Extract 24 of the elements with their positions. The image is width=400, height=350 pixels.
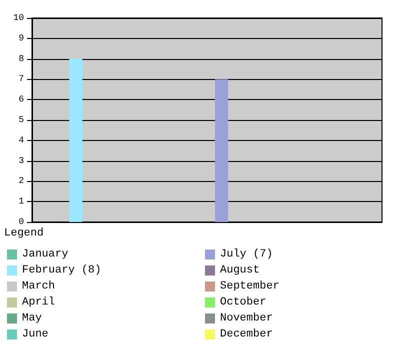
y-tick-label: 6 <box>18 94 24 105</box>
y-tick-label: 9 <box>18 33 24 44</box>
legend-label: September <box>220 280 280 292</box>
legend-label: July (7) <box>220 248 273 260</box>
y-tick-label: 2 <box>18 176 24 186</box>
legend-label: June <box>22 328 48 340</box>
y-tick-label: 0 <box>18 217 24 227</box>
y-tick-label: 1 <box>18 196 24 207</box>
legend-label: March <box>22 280 56 292</box>
y-tick-label: 4 <box>18 135 24 146</box>
y-tick-label: 5 <box>18 115 24 125</box>
legend-label: October <box>220 296 266 308</box>
y-tick-label: 7 <box>18 74 24 84</box>
legend-label: February (8) <box>22 264 102 276</box>
legend-label: January <box>22 248 69 260</box>
legend-label: August <box>220 264 260 276</box>
y-tick-label: 8 <box>18 54 24 64</box>
y-tick-label: 10 <box>13 13 24 23</box>
legend-label: December <box>220 328 273 340</box>
legend-label: November <box>220 312 273 324</box>
legend-label: April <box>22 296 56 308</box>
legend-title: Legend <box>4 228 44 240</box>
legend-label: May <box>22 312 42 324</box>
y-tick-label: 3 <box>18 156 24 166</box>
